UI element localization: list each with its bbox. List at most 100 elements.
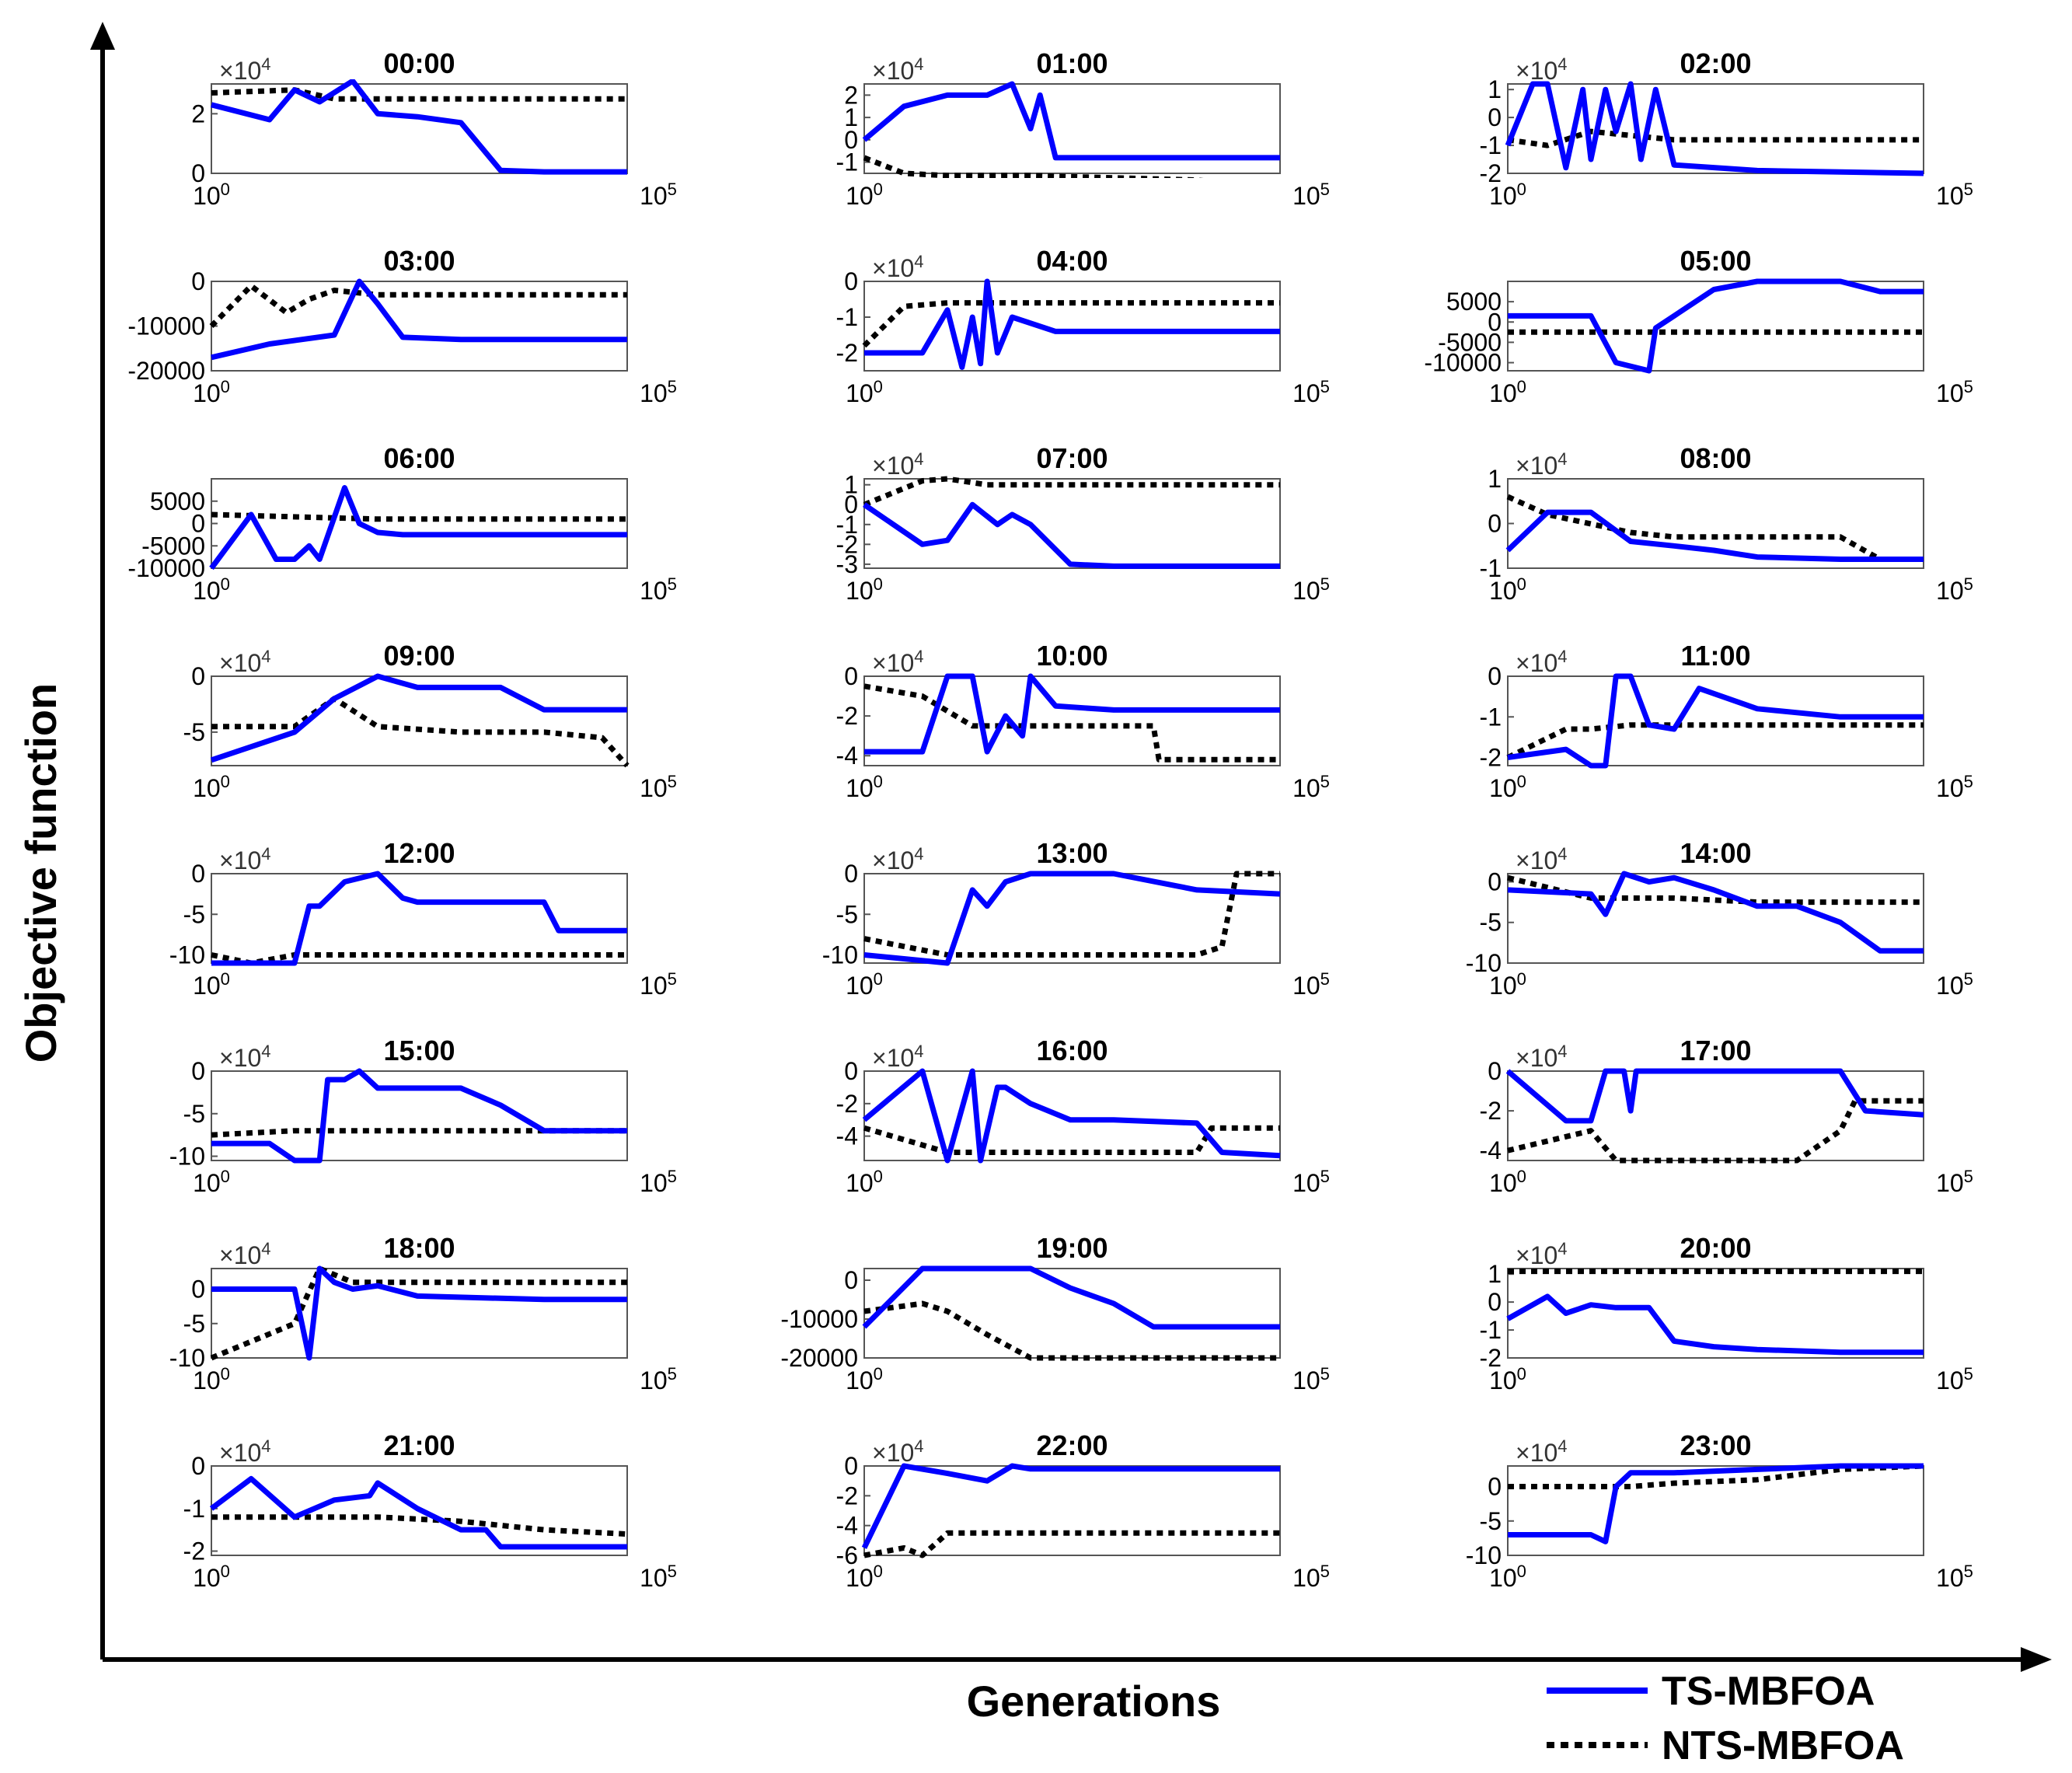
y-tick-label: -1 (836, 303, 858, 331)
y-exponent-label: ×104 (872, 252, 924, 283)
x-tick-label: 105 (640, 377, 677, 408)
plot-frame (211, 1268, 628, 1359)
y-exponent-label: ×104 (872, 54, 924, 86)
series-line-ts-mbfoa (1507, 871, 1924, 954)
x-tick-label: 105 (1936, 180, 1973, 211)
y-tick-label: -20000 (780, 1344, 858, 1372)
y-tick-label: 1 (844, 103, 858, 131)
plot-frame (863, 675, 1281, 766)
series-line-ts-mbfoa (209, 485, 627, 571)
x-tick-label: 100 (193, 772, 230, 803)
subplot-1800: -10 -5 0 100 105 ×104 18:00 (169, 1232, 677, 1394)
x-tick-label: 100 (193, 969, 230, 1000)
series-line-nts-mbfoa (1507, 128, 1924, 148)
y-tick-label: -2 (1480, 159, 1502, 187)
series-line-ts-mbfoa (864, 673, 1280, 755)
x-tick-label: 100 (193, 1167, 230, 1198)
subplot-title: 02:00 (1680, 47, 1751, 79)
subplot-title: 14:00 (1680, 837, 1751, 869)
y-tick-label: 0 (1488, 1288, 1502, 1316)
y-tick-label: 1 (1488, 1260, 1502, 1288)
x-tick-label: 100 (846, 969, 883, 1000)
plot-frame (1507, 1465, 1924, 1556)
subplot-0000: 0 2 100 105 ×104 00:00 (191, 47, 677, 210)
y-axis-label: Objective function (16, 683, 65, 1063)
subplot-title: 06:00 (383, 442, 455, 474)
series-line-ts-mbfoa (211, 871, 627, 966)
subplot-title: 03:00 (383, 245, 455, 277)
y-tick-label: -10 (169, 1344, 205, 1372)
series-line-ts-mbfoa (1505, 509, 1924, 562)
y-tick-label: -1 (1480, 703, 1502, 731)
plot-frame (1507, 478, 1924, 569)
y-exponent-label: ×104 (219, 1239, 271, 1270)
x-tick-label: 105 (1936, 1562, 1973, 1593)
y-tick-label: -5000 (1438, 328, 1502, 356)
series-line-ts-mbfoa (1505, 1068, 1924, 1124)
series-line-ts-mbfoa (209, 1475, 627, 1550)
x-tick-label: 105 (1936, 377, 1973, 408)
series-line-nts-mbfoa (863, 1530, 1280, 1558)
subplot-2100: -2 -1 0 100 105 ×104 21:00 (183, 1429, 677, 1592)
x-tick-label: 100 (1489, 1562, 1526, 1593)
subplot-1700: -4 -2 0 100 105 ×104 17:00 (1480, 1035, 1973, 1197)
y-tick-label: 2 (191, 99, 205, 127)
y-tick-label: -5 (183, 1310, 205, 1338)
x-axis-label: Generations (967, 1677, 1221, 1726)
subplot-title: 23:00 (1680, 1429, 1751, 1461)
y-tick-label: 0 (844, 662, 858, 690)
x-tick-label: 100 (1489, 969, 1526, 1000)
x-arrowhead-icon (2021, 1647, 2052, 1672)
x-tick-label: 105 (640, 180, 677, 211)
y-tick-label: 0 (191, 1276, 205, 1304)
y-tick-label: -4 (836, 1512, 858, 1540)
y-exponent-label: ×104 (219, 1042, 271, 1073)
subplot-1400: -10 -5 0 100 105 ×104 14:00 (1466, 837, 1973, 1000)
y-tick-label: -6 (836, 1541, 858, 1569)
subplot-2200: -6-4 -20 100 105 ×104 22:00 (836, 1429, 1330, 1592)
x-tick-label: 105 (1292, 1562, 1330, 1593)
y-tick-label: 0 (1488, 662, 1502, 690)
x-tick-label: 100 (1489, 377, 1526, 408)
y-exponent-label: ×104 (219, 1436, 271, 1468)
x-tick-label: 105 (1292, 574, 1330, 606)
x-tick-label: 100 (846, 377, 883, 408)
x-tick-label: 100 (846, 1364, 883, 1395)
y-exponent-label: ×104 (1516, 1436, 1568, 1468)
y-exponent-label: ×104 (1516, 1042, 1568, 1073)
y-tick-label: 0 (1488, 308, 1502, 336)
plot-frame (211, 83, 628, 174)
y-tick-label: 1 (1488, 75, 1502, 103)
x-tick-label: 100 (846, 574, 883, 606)
x-tick-label: 105 (1936, 772, 1973, 803)
y-tick-label: 0 (191, 662, 205, 690)
y-tick-label: -2 (836, 1482, 858, 1509)
series-line-ts-mbfoa (861, 1463, 1280, 1549)
subplot-title: 21:00 (383, 1429, 455, 1461)
y-exponent-label: ×104 (872, 844, 924, 875)
series-line-nts-mbfoa (211, 1514, 628, 1537)
x-tick-label: 105 (1292, 969, 1330, 1000)
x-tick-label: 100 (193, 1364, 230, 1395)
series-line-nts-mbfoa (211, 87, 627, 102)
subplot-1900: -20000 -10000 0 100 105 19:00 (780, 1232, 1330, 1394)
subplot-0200: -2-101 100 105 ×104 02:00 (1480, 47, 1973, 210)
x-tick-label: 100 (846, 772, 883, 803)
y-tick-label: -10 (1466, 1541, 1502, 1569)
y-tick-label: -1 (1480, 554, 1502, 582)
x-tick-label: 105 (640, 969, 677, 1000)
y-tick-label: 0 (1488, 1057, 1502, 1085)
plot-frame (1507, 675, 1924, 766)
subplot-title: 00:00 (383, 47, 455, 79)
series-line-nts-mbfoa (863, 1125, 1280, 1155)
subplot-title: 19:00 (1036, 1232, 1108, 1264)
y-tick-label: 1 (1488, 465, 1502, 493)
series-line-ts-mbfoa (211, 79, 627, 175)
series-line-nts-mbfoa (863, 871, 1280, 958)
y-tick-label: -10000 (127, 312, 205, 340)
series-line-nts-mbfoa (863, 476, 1280, 508)
x-tick-label: 100 (193, 1562, 230, 1593)
